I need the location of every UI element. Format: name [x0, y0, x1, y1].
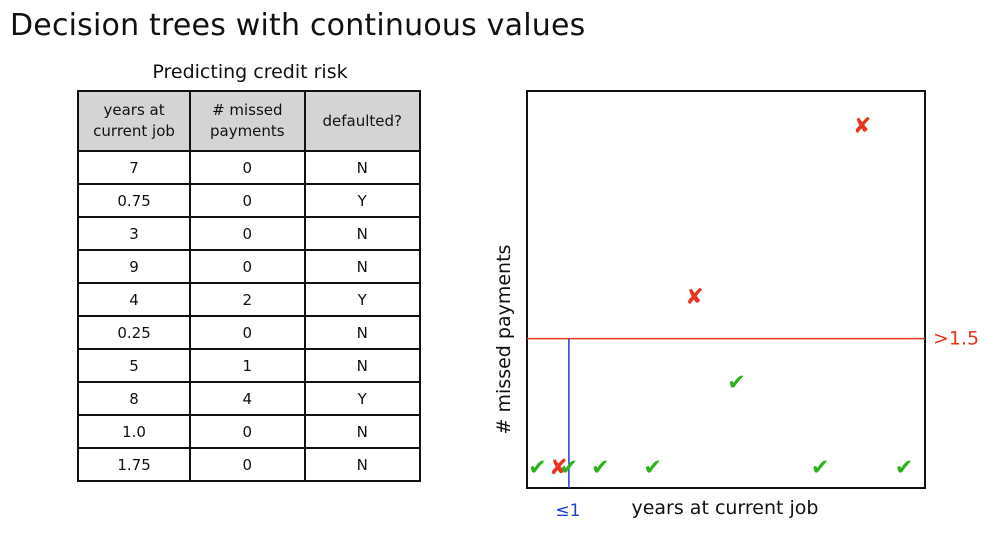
data-point-cross: ✘ — [853, 114, 871, 139]
cell-missed-payments: 0 — [189, 150, 306, 185]
cell-defaulted: N — [303, 249, 422, 284]
page-title: Decision trees with continuous values — [10, 8, 586, 43]
cell-years: 8 — [76, 381, 192, 416]
cell-missed-payments: 0 — [189, 216, 306, 251]
header-line: defaulted? — [322, 111, 403, 130]
table-row: 0.25 0 N — [76, 315, 422, 350]
cell-years: 1.0 — [76, 414, 192, 449]
cell-years: 0.25 — [76, 315, 192, 350]
header-years-at-current-job: years at current job — [76, 90, 192, 152]
cell-years: 7 — [76, 150, 192, 185]
cell-missed-payments: 0 — [189, 414, 306, 449]
table-body: 7 0 N 0.75 0 Y 3 0 N 9 0 N 4 2 Y 0.25 0 N 5 1 N 8 4 Y 1.0 0 N 1.75 0… — [76, 150, 422, 482]
header-defaulted: defaulted? — [303, 90, 422, 152]
cell-defaulted: N — [303, 150, 422, 185]
cell-years: 1.75 — [76, 447, 192, 482]
cell-defaulted: N — [303, 216, 422, 251]
plot-frame — [526, 90, 926, 489]
table-row: 1.0 0 N — [76, 414, 422, 449]
data-point-cross: ✘ — [685, 285, 703, 310]
credit-risk-table: years at current job # missed payments d… — [76, 90, 422, 482]
header-line: payments — [209, 122, 285, 140]
cell-missed-payments: 0 — [189, 447, 306, 482]
y-axis-label: # missed payments — [493, 245, 515, 435]
data-point-check: ✔ — [643, 456, 661, 481]
data-point-check: ✔ — [591, 456, 609, 481]
table-row: 0.75 0 Y — [76, 183, 422, 218]
split-label-x: ≤1 — [555, 501, 580, 521]
header-line: current job — [93, 122, 175, 140]
data-point-check: ✔ — [727, 370, 745, 395]
table-row: 1.75 0 N — [76, 447, 422, 482]
data-point-check: ✔ — [895, 456, 913, 481]
header-line: # missed — [212, 101, 283, 119]
data-point-check: ✔ — [811, 456, 829, 481]
cell-defaulted: N — [303, 447, 422, 482]
cell-missed-payments: 0 — [189, 315, 306, 350]
cell-defaulted: Y — [303, 183, 422, 218]
cell-defaulted: N — [303, 315, 422, 350]
data-point-check: ✔ — [560, 456, 578, 481]
header-missed-payments: # missed payments — [189, 90, 306, 152]
cell-missed-payments: 2 — [189, 282, 306, 317]
cell-years: 3 — [76, 216, 192, 251]
cell-years: 0.75 — [76, 183, 192, 218]
split-label-y: >1.5 — [933, 328, 979, 350]
cell-defaulted: N — [303, 414, 422, 449]
cell-missed-payments: 0 — [189, 183, 306, 218]
cell-defaulted: N — [303, 348, 422, 383]
cell-defaulted: Y — [303, 381, 422, 416]
cell-missed-payments: 1 — [189, 348, 306, 383]
cell-years: 5 — [76, 348, 192, 383]
cell-missed-payments: 0 — [189, 249, 306, 284]
cell-years: 4 — [76, 282, 192, 317]
table-caption: Predicting credit risk — [152, 61, 348, 83]
data-point-cross: ✘ — [549, 456, 567, 481]
cell-years: 9 — [76, 249, 192, 284]
header-line: years at — [103, 101, 165, 119]
table-header-row: years at current job # missed payments d… — [76, 90, 422, 152]
cell-defaulted: Y — [303, 282, 422, 317]
data-point-check: ✔ — [528, 456, 546, 481]
cell-missed-payments: 4 — [189, 381, 306, 416]
x-axis-label: years at current job — [631, 497, 818, 519]
